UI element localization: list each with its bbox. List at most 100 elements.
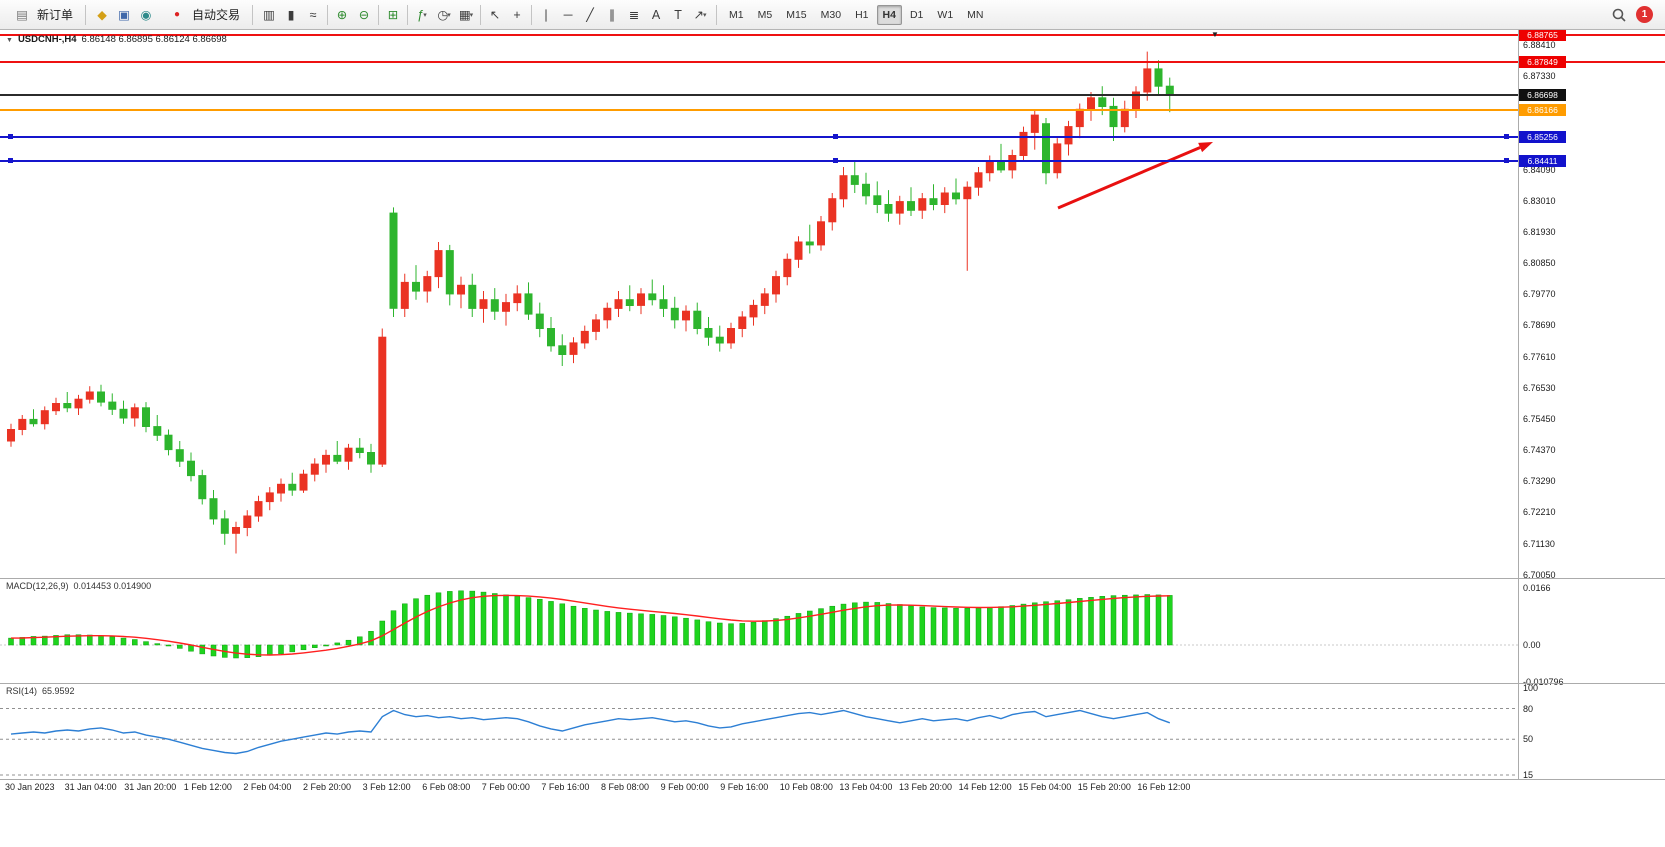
macd-bar (818, 608, 824, 646)
horizontal-line-icon[interactable]: ─ (563, 7, 573, 22)
time-axis-label: 6 Feb 08:00 (422, 782, 471, 792)
zoom-in-icon[interactable]: ⊕ (336, 8, 348, 22)
candle (794, 241, 803, 260)
candle (1120, 108, 1129, 128)
timeframe-m1[interactable]: M1 (729, 8, 744, 21)
arrows-icon[interactable]: ↗ ▾ (693, 8, 707, 22)
text-icon[interactable]: A (651, 7, 661, 22)
line-handle[interactable] (8, 158, 13, 164)
candle (524, 293, 533, 315)
chevron-down-icon: ▾ (423, 11, 427, 19)
candle (434, 250, 443, 278)
chart-area[interactable]: ▼ USDCNH-,H4 6.86148 6.86895 6.86124 6.8… (0, 29, 1665, 847)
rsi-line (10, 709, 1171, 755)
time-axis-label: 16 Feb 12:00 (1137, 782, 1191, 792)
macd-bar (1009, 605, 1016, 646)
label-icon[interactable]: T (674, 7, 682, 22)
main-price-chart[interactable] (0, 30, 1520, 578)
time-axis-label: 3 Feb 12:00 (362, 782, 411, 792)
templates-icon[interactable]: ▦ ▾ (458, 8, 474, 22)
candlestick-chart-icon[interactable]: ▮ (287, 8, 295, 22)
macd-bar (582, 608, 588, 646)
time-axis-label: 8 Feb 08:00 (601, 782, 650, 792)
timeframe-m30[interactable]: M30 (820, 8, 842, 21)
macd-bar (627, 612, 633, 646)
tile-windows-icon[interactable]: ⊞ (387, 8, 399, 22)
cursor-icon[interactable]: ↖ (489, 8, 501, 22)
timeframe-d1[interactable]: D1 (909, 8, 924, 21)
macd-bar (53, 635, 59, 646)
macd-bar (863, 601, 869, 646)
rsi-panel[interactable] (0, 683, 1520, 779)
symbol-dropdown-icon[interactable]: ▼ (6, 37, 13, 44)
vertical-line-icon[interactable]: ∣ (542, 8, 550, 22)
line-handle[interactable] (1504, 134, 1509, 139)
candle (929, 198, 938, 205)
chevron-down-icon: ▾ (703, 11, 707, 19)
macd-bar (829, 605, 836, 646)
indicators-icon[interactable]: ƒ ▾ (417, 7, 427, 22)
line-handle[interactable] (1504, 158, 1509, 164)
line-handle[interactable] (833, 134, 838, 139)
timeframe-w1[interactable]: W1 (937, 8, 954, 21)
horizontal-line[interactable] (0, 159, 1518, 162)
candle (232, 527, 240, 534)
macd-panel[interactable] (0, 578, 1520, 683)
candle (220, 518, 229, 534)
candles-layer (7, 51, 1174, 554)
candle (288, 483, 297, 491)
candle (457, 284, 465, 295)
market-watch-icon[interactable]: ◆ (97, 8, 107, 22)
bar-chart-icon[interactable]: ▥ (263, 8, 275, 22)
new-order-button[interactable]: ▤ 新订单 (4, 2, 80, 28)
chart-shift-marker[interactable]: ▼ (1211, 30, 1219, 39)
candle (547, 328, 555, 347)
price-tag: 6.87849 (1519, 55, 1566, 68)
crosshair-icon[interactable]: + (513, 7, 521, 22)
macd-bar (1054, 600, 1061, 646)
candle (423, 276, 432, 292)
timeframe-mn[interactable]: MN (967, 8, 984, 21)
line-handle[interactable] (833, 158, 838, 164)
timeframe-h1[interactable]: H1 (855, 8, 869, 21)
data-window-icon[interactable]: ▣ (118, 8, 130, 22)
rsi-axis-label: 50 (1523, 734, 1534, 745)
candle (400, 281, 409, 309)
channel-icon[interactable]: ∥ (608, 8, 616, 22)
line-chart-icon[interactable]: ≈ (309, 7, 317, 22)
toolbar-separator (531, 4, 533, 25)
notification-badge[interactable]: 1 (1636, 6, 1653, 23)
panel-separator[interactable] (0, 683, 1665, 684)
candle (738, 316, 747, 329)
search-icon[interactable] (1611, 7, 1627, 23)
toolbar: ▤ 新订单 ◆ ▣ ◉ ● 自动交易 ▥ ▮ ≈ ⊕ ⊖ ⊞ ƒ ▾ ◷ ▾ ▦ ▾ ↖ + ∣ ─ ╱ ∥ ≣ A T ↗ ▾… (0, 0, 1665, 30)
candle (18, 418, 27, 430)
horizontal-line[interactable] (0, 34, 1665, 37)
trend-arrow[interactable] (1057, 146, 1201, 210)
macd-bar (210, 644, 217, 657)
zoom-out-icon[interactable]: ⊖ (358, 8, 370, 22)
horizontal-line[interactable] (0, 61, 1665, 63)
line-handle[interactable] (8, 134, 13, 139)
macd-bar (87, 634, 93, 646)
horizontal-line[interactable] (0, 109, 1518, 112)
autotrading-button[interactable]: ● 自动交易 (159, 2, 247, 28)
fibonacci-icon[interactable]: ≣ (628, 8, 640, 22)
panel-separator[interactable] (0, 578, 1665, 579)
horizontal-line[interactable] (0, 94, 1518, 96)
candle (175, 449, 184, 462)
timeframe-m15[interactable]: M15 (786, 8, 807, 21)
horizontal-line[interactable] (0, 135, 1518, 138)
candle (952, 192, 960, 200)
macd-bar (458, 590, 464, 646)
trendline-icon[interactable]: ╱ (586, 8, 594, 22)
macd-bar (255, 644, 262, 657)
navigator-icon[interactable]: ◉ (140, 8, 152, 22)
trend-arrow-head[interactable] (1198, 142, 1213, 153)
timeframe-m5[interactable]: M5 (757, 8, 773, 21)
timeframe-h4[interactable]: H4 (876, 4, 902, 25)
candle (940, 192, 949, 205)
candle (1109, 105, 1118, 128)
periods-icon[interactable]: ◷ ▾ (437, 8, 451, 22)
toolbar-right: 1 (1611, 6, 1661, 23)
